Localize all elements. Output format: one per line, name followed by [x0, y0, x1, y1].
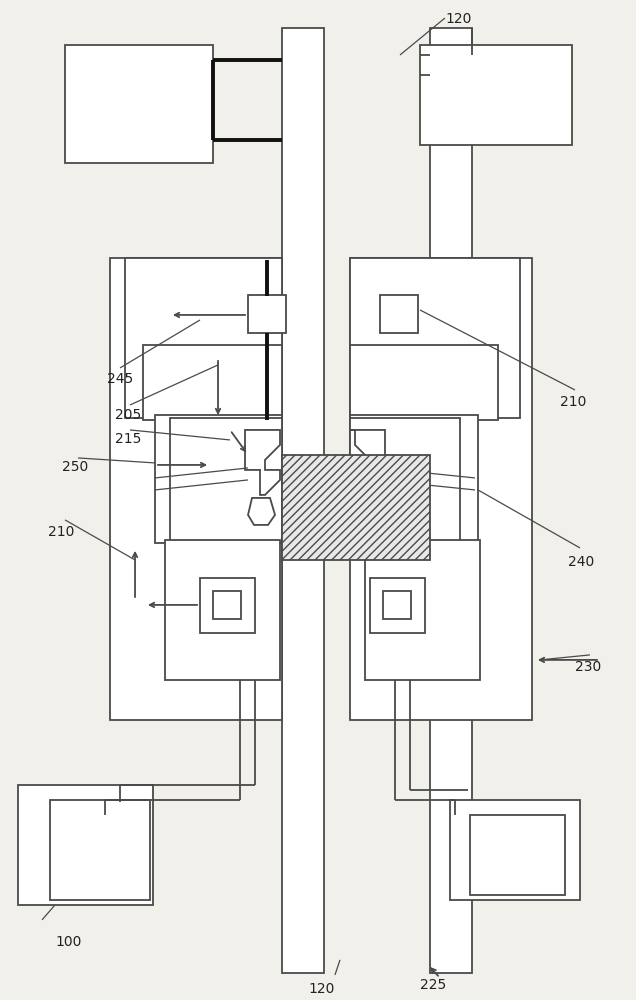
Bar [282, 455, 430, 560]
Bar [350, 345, 498, 420]
Bar [430, 28, 472, 973]
Bar [470, 815, 565, 895]
Text: 225: 225 [420, 978, 446, 992]
Bar [350, 258, 532, 720]
Bar [170, 418, 282, 542]
Bar [370, 578, 425, 633]
Bar [365, 540, 480, 680]
Bar [350, 418, 460, 542]
Bar [248, 295, 286, 333]
Bar [282, 28, 324, 973]
Bar [213, 591, 241, 619]
Bar [420, 45, 572, 145]
Bar [65, 45, 213, 163]
Text: 250: 250 [62, 460, 88, 474]
Text: 240: 240 [568, 555, 594, 569]
Text: 120: 120 [445, 12, 471, 26]
Text: 230: 230 [575, 660, 601, 674]
Bar [18, 785, 153, 905]
Text: 205: 205 [115, 408, 141, 422]
Bar [350, 415, 478, 543]
Bar [200, 578, 255, 633]
Bar [450, 800, 580, 900]
Bar [350, 258, 520, 418]
Text: 210: 210 [560, 395, 586, 409]
Bar [165, 540, 280, 680]
Bar [110, 258, 282, 720]
Text: 120: 120 [308, 982, 335, 996]
Text: 100: 100 [55, 935, 81, 949]
Bar [155, 415, 282, 543]
Bar [143, 345, 282, 420]
Bar [125, 258, 282, 418]
Text: 210: 210 [48, 525, 74, 539]
Text: 245: 245 [107, 372, 134, 386]
Text: 215: 215 [115, 432, 141, 446]
Bar [380, 295, 418, 333]
Bar [383, 591, 411, 619]
Bar [50, 800, 150, 900]
